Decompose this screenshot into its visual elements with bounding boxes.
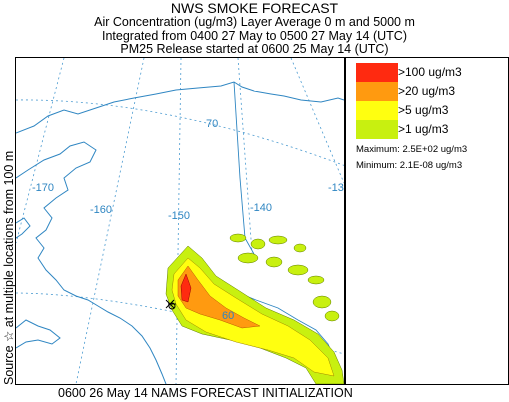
legend-swatch (356, 82, 398, 101)
plume-100 (180, 273, 192, 303)
legend-item-1: >1 ug/m3 (356, 120, 506, 139)
lon-label-170: -170 (32, 182, 55, 194)
legend-label: >1 ug/m3 (398, 122, 449, 136)
legend-item-5: >5 ug/m3 (356, 101, 506, 120)
lon-line-150 (175, 58, 182, 384)
legend-item-100: >100 ug/m3 (356, 63, 506, 82)
lat-line-70 (16, 99, 344, 166)
map-panel: 70 -170 -160 -150 -140 -130 60 (15, 57, 345, 385)
plume-20 (177, 265, 261, 329)
lon-line-170 (16, 58, 65, 244)
lon-label-130: -130 (328, 182, 344, 194)
source-markers (165, 299, 176, 310)
integration-period: Integrated from 0400 27 May to 0500 27 M… (101, 29, 408, 43)
release-start: PM25 Release started at 0600 25 May 14 (… (120, 42, 389, 56)
forecast-title: NWS SMOKE FORECAST (170, 0, 339, 16)
lon-label-150: -150 (168, 210, 191, 222)
legend-label: >5 ug/m3 (398, 103, 449, 117)
lat-label-60: 60 (222, 310, 235, 322)
lat-label-70: 70 (206, 118, 219, 130)
concentration-subtitle: Air Concentration (ug/m3) Layer Average … (94, 15, 415, 29)
minimum-value: Minimum: 2.1E-08 ug/m3 (356, 160, 463, 171)
alaska-coastline (16, 81, 344, 384)
legend-label: >100 ug/m3 (398, 65, 462, 79)
scattered-smoke-patches (229, 233, 340, 322)
alaska-map (16, 58, 344, 384)
legend-swatch (356, 120, 398, 139)
lon-line-140 (237, 58, 253, 254)
plume-5 (171, 257, 335, 377)
legend-swatch (356, 101, 398, 120)
maximum-value: Maximum: 2.5E+02 ug/m3 (356, 144, 468, 155)
legend-label: >20 ug/m3 (398, 84, 456, 98)
lon-line-160 (75, 58, 145, 384)
canada-border (233, 81, 255, 255)
lon-label-160: -160 (90, 204, 113, 216)
legend-panel: >100 ug/m3 >20 ug/m3 >5 ug/m3 >1 ug/m3 M… (345, 57, 509, 385)
lon-label-140: -140 (250, 202, 273, 214)
legend-item-20: >20 ug/m3 (356, 82, 506, 101)
legend-swatch (356, 63, 398, 82)
lon-line-130 (290, 58, 344, 184)
initialization-footer: 0600 26 May 14 NAMS FORECAST INITIALIZAT… (58, 386, 353, 400)
